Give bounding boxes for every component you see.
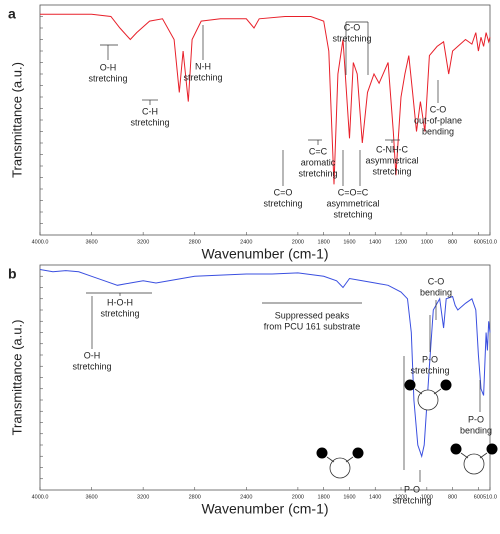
annotation: stretching — [392, 495, 431, 505]
x-tick-label: 510.0 — [483, 239, 497, 245]
annotation: stretching — [100, 308, 139, 318]
x-tick-label: 2800 — [189, 494, 201, 500]
molecule-arrow — [433, 388, 442, 395]
x-tick-label: 2000 — [292, 239, 304, 245]
x-tick-label: 600 — [474, 494, 483, 500]
x-tick-label: 510.0 — [483, 494, 497, 500]
annotation: C-O — [344, 22, 361, 32]
annotation: O-H — [100, 62, 117, 72]
annotation: stretching — [72, 361, 111, 371]
annotation: C-NH-C — [376, 144, 408, 154]
annotation: bending — [422, 126, 454, 136]
molecule-arrow — [326, 456, 335, 463]
panel-label: b — [8, 266, 17, 282]
x-tick-label: 3200 — [137, 494, 149, 500]
x-tick-label: 1800 — [318, 239, 330, 245]
annotation: aromatic — [301, 157, 336, 167]
x-tick-label: 3200 — [137, 239, 149, 245]
annotation: stretching — [410, 365, 449, 375]
molecule-center — [329, 457, 351, 479]
molecule-atom — [486, 443, 498, 455]
annotation: bending — [420, 287, 452, 297]
molecule-arrow — [479, 452, 488, 459]
molecule-arrow — [345, 456, 354, 463]
x-tick-label: 1800 — [318, 494, 330, 500]
x-tick-label: 1200 — [395, 494, 407, 500]
panel-label: a — [8, 6, 16, 22]
spectrum-line — [40, 13, 491, 185]
annotation: stretching — [298, 168, 337, 178]
annotation: P-O — [468, 414, 484, 424]
molecule-atom — [440, 379, 452, 391]
x-axis-label: Wavenumber (cm-1) — [201, 501, 328, 517]
annotation: N-H — [195, 61, 211, 71]
annotation: C-H — [142, 106, 158, 116]
annotation: asymmetrical — [365, 155, 418, 165]
x-tick-label: 2400 — [240, 494, 252, 500]
annotation: stretching — [263, 198, 302, 208]
molecule-center — [463, 453, 485, 475]
annotation: C-O — [428, 276, 445, 286]
x-tick-label: 2400 — [240, 239, 252, 245]
x-tick-label: 1000 — [421, 494, 433, 500]
annotation: stretching — [372, 166, 411, 176]
molecule-atom — [450, 443, 462, 455]
annotation: stretching — [183, 72, 222, 82]
x-tick-label: 800 — [448, 494, 457, 500]
annotation: stretching — [88, 73, 127, 83]
annotation: Suppressed peaks — [275, 310, 350, 320]
y-axis-label: Transmittance (a.u.) — [9, 320, 24, 436]
x-tick-label: 800 — [448, 239, 457, 245]
spectrum-line — [39, 269, 491, 459]
molecule-atom — [316, 447, 328, 459]
x-tick-label: 1600 — [343, 239, 355, 245]
x-tick-label: 1400 — [369, 239, 381, 245]
annotation: C=C — [309, 146, 328, 156]
annotation: O-H — [84, 350, 101, 360]
x-tick-label: 1000 — [421, 239, 433, 245]
x-tick-label: 1400 — [369, 494, 381, 500]
x-tick-label: 2800 — [189, 239, 201, 245]
x-tick-label: 2000 — [292, 494, 304, 500]
x-tick-label: 600 — [474, 239, 483, 245]
annotation: from PCU 161 substrate — [264, 321, 361, 331]
x-axis-label: Wavenumber (cm-1) — [201, 246, 328, 262]
annotation: bending — [460, 425, 492, 435]
x-tick-label: 4000.0 — [32, 494, 49, 500]
annotation: P-O — [404, 484, 420, 494]
annotation: P-O — [422, 354, 438, 364]
molecule-center — [417, 389, 439, 411]
x-tick-label: 4000.0 — [32, 239, 49, 245]
x-tick-label: 3600 — [85, 239, 97, 245]
y-axis-label: Transmittance (a.u.) — [9, 62, 24, 178]
annotation: C=O=C — [338, 187, 369, 197]
x-tick-label: 1600 — [343, 494, 355, 500]
annotation: stretching — [332, 33, 371, 43]
annotation: asymmetrical — [326, 198, 379, 208]
x-tick-label: 1200 — [395, 239, 407, 245]
annotation: C-O — [430, 104, 447, 114]
annotation: C=O — [274, 187, 293, 197]
molecule-atom — [352, 447, 364, 459]
x-tick-label: 3600 — [85, 494, 97, 500]
molecule-arrow — [414, 388, 423, 395]
annotation: stretching — [130, 117, 169, 127]
molecule-atom — [404, 379, 416, 391]
molecule-arrow — [460, 452, 469, 459]
annotation: out-of-plane — [414, 115, 462, 125]
annotation: stretching — [333, 209, 372, 219]
annotation: H-O-H — [107, 297, 133, 307]
